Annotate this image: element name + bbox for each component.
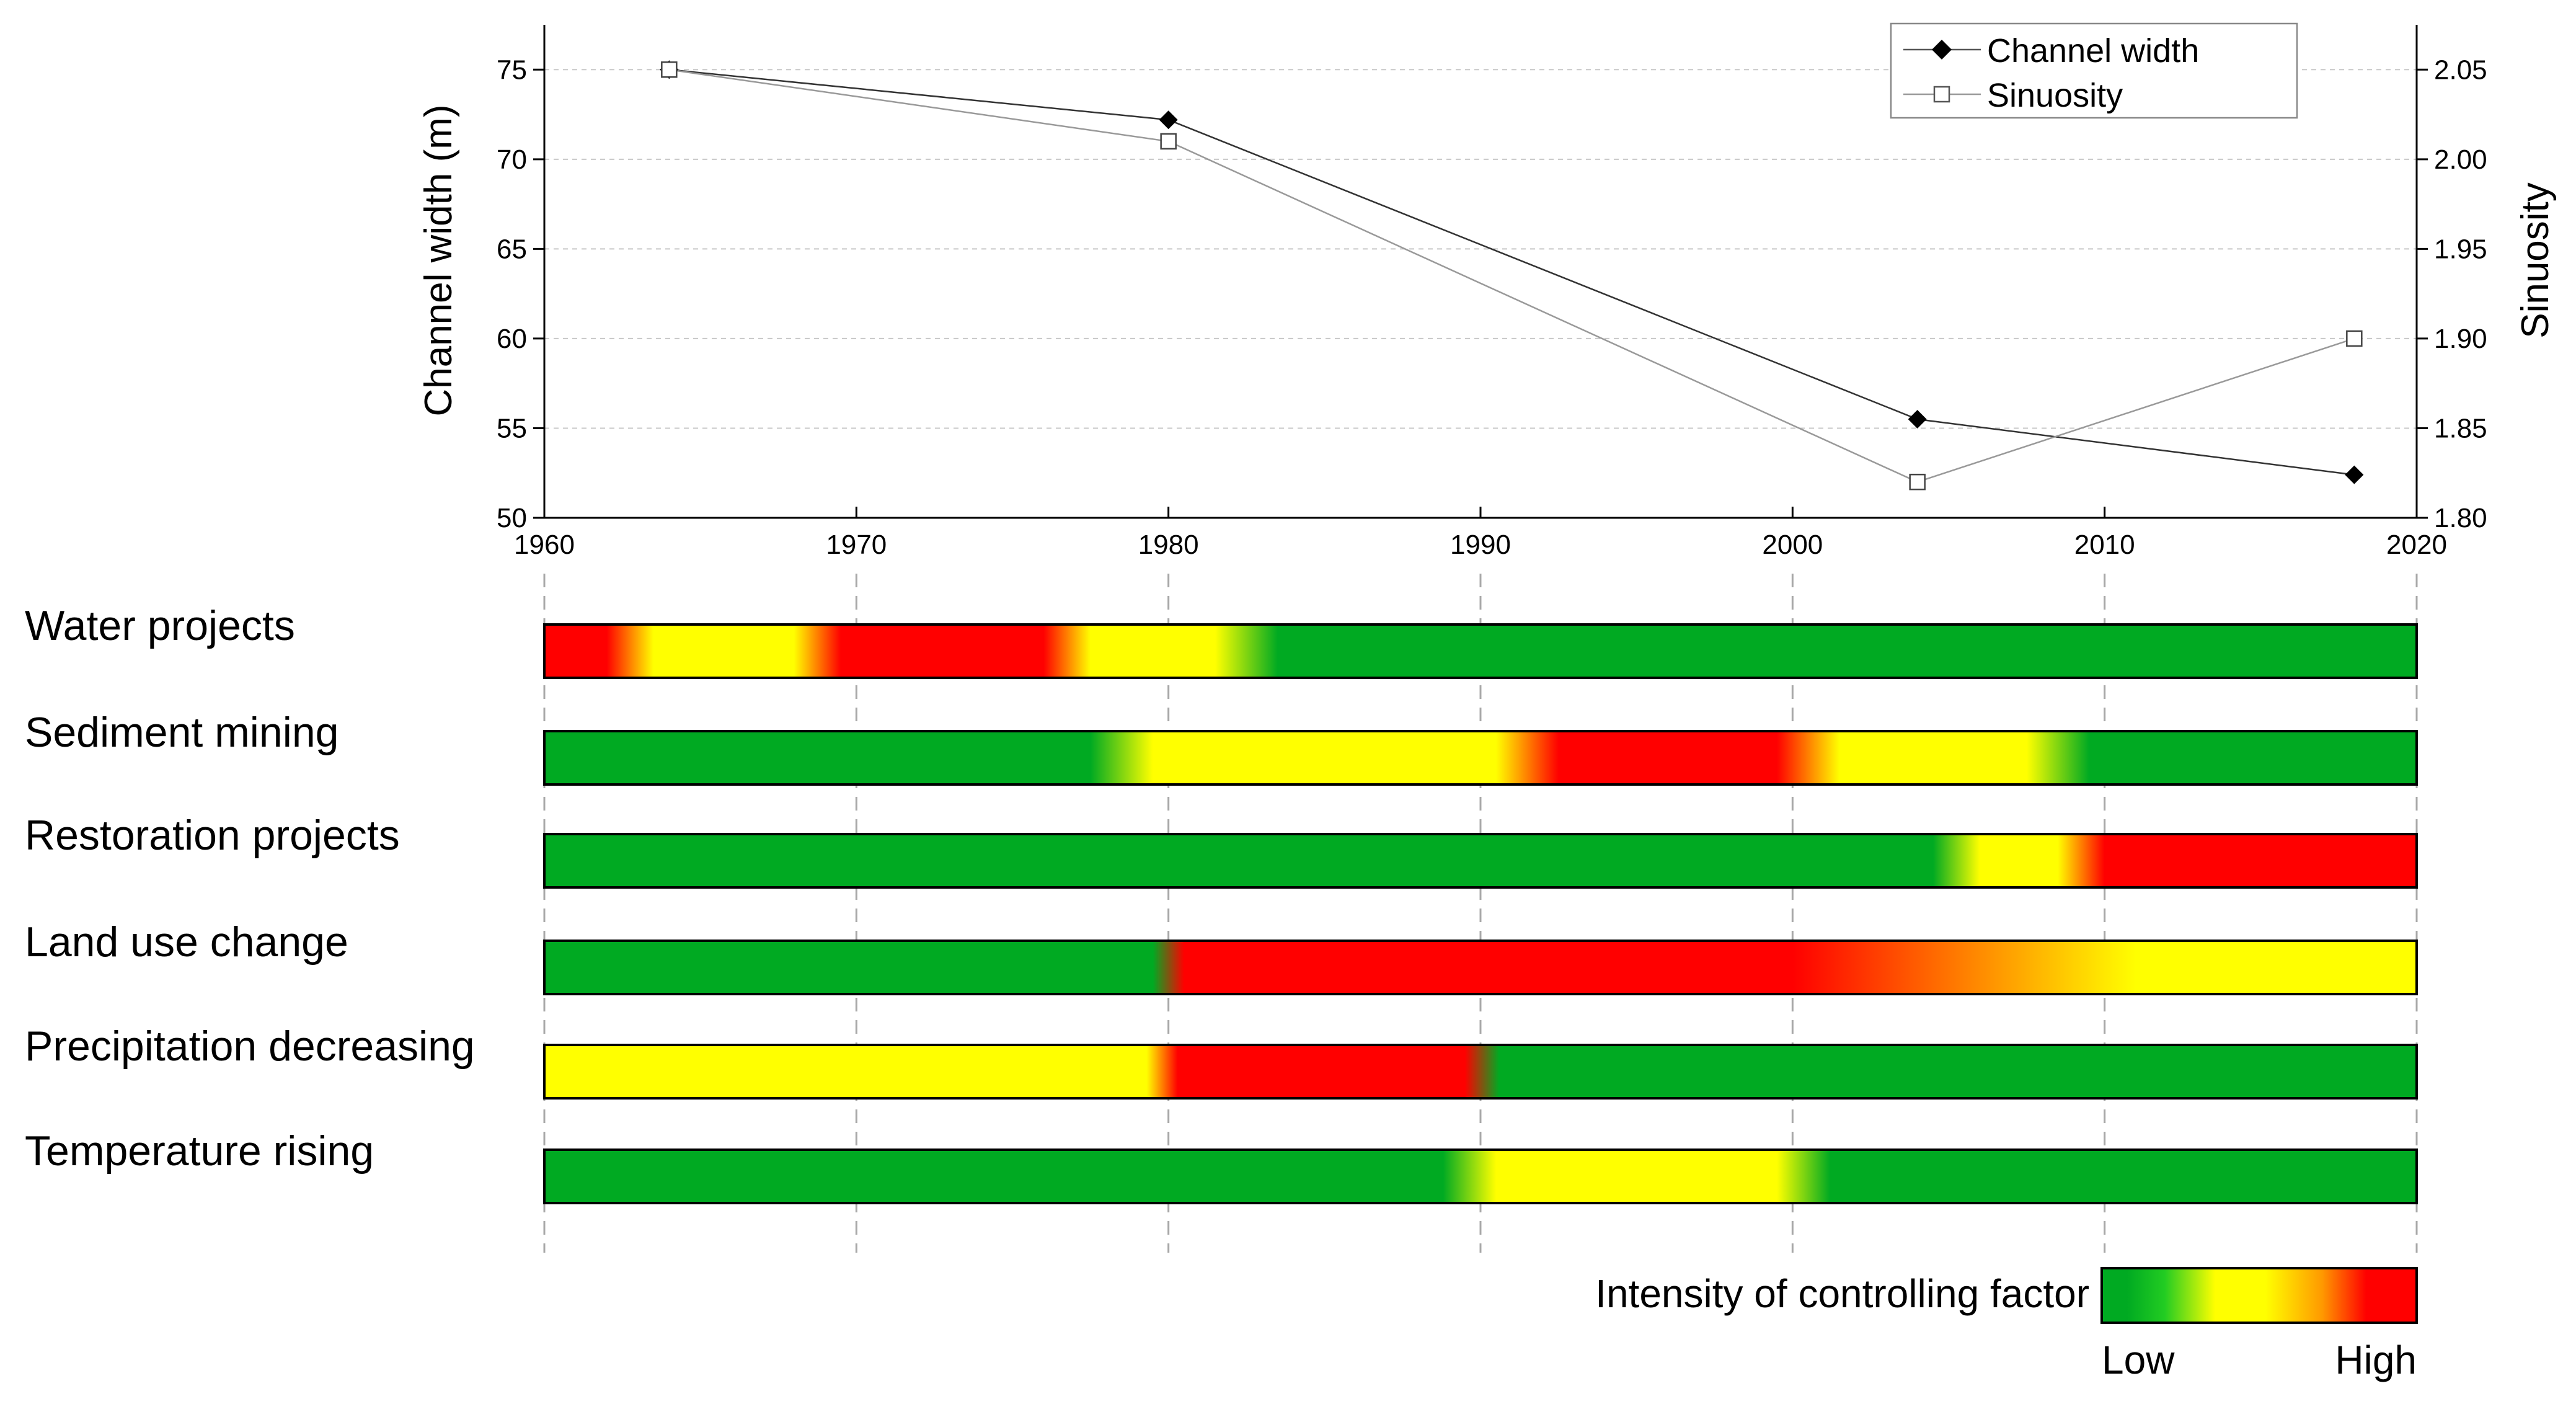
right-y-tick-label: 1.85 — [2434, 413, 2487, 443]
intensity-legend-title: Intensity of controlling factor — [1595, 1271, 2089, 1316]
channel-width-point — [1908, 410, 1927, 429]
grid-lines — [544, 69, 2417, 429]
factor-label-water-projects: Water projects — [25, 602, 295, 649]
intensity-colorbar — [2100, 1267, 2418, 1324]
factor-bar-temperature-rising — [543, 1149, 2418, 1204]
x-tick-label: 2020 — [2386, 530, 2447, 560]
channel-width-point — [1159, 110, 1178, 130]
factor-label-restoration-projects: Restoration projects — [25, 812, 400, 859]
factor-bar-land-use-change — [543, 940, 2418, 995]
series-line-sinuosity — [669, 69, 2355, 483]
left-y-tick-label: 75 — [497, 55, 527, 85]
left-y-tick-label: 65 — [497, 234, 527, 264]
sinuosity-point — [1909, 473, 1926, 491]
intensity-low-label: Low — [2102, 1338, 2175, 1382]
controlling-factor-bars: Water projects Sediment mining Restoration… — [25, 574, 2418, 1253]
left-y-axis-label: Channel width (m) — [417, 104, 460, 416]
right-y-tick-label: 1.95 — [2434, 234, 2487, 264]
factor-label-precipitation-decreasing: Precipitation decreasing — [25, 1023, 475, 1070]
factor-bar-precipitation-decreasing — [543, 1044, 2418, 1100]
left-y-tick-label: 55 — [497, 413, 527, 443]
factor-bar-restoration-projects — [543, 833, 2418, 889]
channel-width-point — [2345, 465, 2364, 484]
x-tick-label: 1970 — [826, 530, 887, 560]
right-y-axis-label: Sinuosity — [2514, 182, 2557, 339]
sinuosity-point — [661, 61, 678, 78]
line-chart: 1960 1970 1980 1990 2000 2010 2020 50 55 60 65 70 7… — [417, 22, 2557, 560]
x-tick-label: 2000 — [1762, 530, 1823, 560]
x-axis-ticks: 1960 1970 1980 1990 2000 2010 2020 — [514, 507, 2447, 560]
series-layer — [660, 60, 2364, 491]
x-tick-label: 1980 — [1138, 530, 1199, 560]
x-tick-label: 1960 — [514, 530, 575, 560]
factor-label-sediment-mining: Sediment mining — [25, 709, 339, 756]
sinuosity-point — [1160, 133, 1177, 150]
right-y-tick-label: 2.05 — [2434, 55, 2487, 85]
series-line-channel-width — [669, 69, 2355, 476]
legend-marker-channel-width — [1932, 40, 1952, 60]
legend: Channel width Sinuosity — [1890, 22, 2298, 119]
left-y-tick-label: 60 — [497, 324, 527, 354]
intensity-legend: Intensity of controlling factor Low High — [1595, 1267, 2418, 1382]
right-y-tick-label: 2.00 — [2434, 144, 2487, 175]
right-y-axis-ticks: 1.80 1.85 1.90 1.95 2.00 2.05 — [2417, 55, 2487, 533]
x-tick-label: 2010 — [2074, 530, 2135, 560]
right-y-tick-label: 1.80 — [2434, 503, 2487, 533]
intensity-high-label: High — [2335, 1338, 2417, 1382]
legend-frame — [1890, 22, 2298, 119]
legend-marker-sinuosity — [1933, 86, 1950, 103]
legend-label-sinuosity: Sinuosity — [1987, 77, 2123, 114]
left-y-tick-label: 70 — [497, 144, 527, 175]
sinuosity-point — [2346, 330, 2363, 347]
factor-label-land-use-change: Land use change — [25, 918, 348, 966]
factor-bar-water-projects — [543, 623, 2418, 679]
legend-label-channel-width: Channel width — [1987, 32, 2199, 69]
factor-label-temperature-rising: Temperature rising — [25, 1127, 374, 1175]
left-y-tick-label: 50 — [497, 503, 527, 533]
left-y-axis-ticks: 50 55 60 65 70 75 — [497, 55, 544, 533]
right-y-tick-label: 1.90 — [2434, 324, 2487, 354]
x-tick-label: 1990 — [1450, 530, 1511, 560]
factor-bar-sediment-mining — [543, 730, 2418, 786]
vertical-guide-lines — [543, 574, 2418, 1253]
